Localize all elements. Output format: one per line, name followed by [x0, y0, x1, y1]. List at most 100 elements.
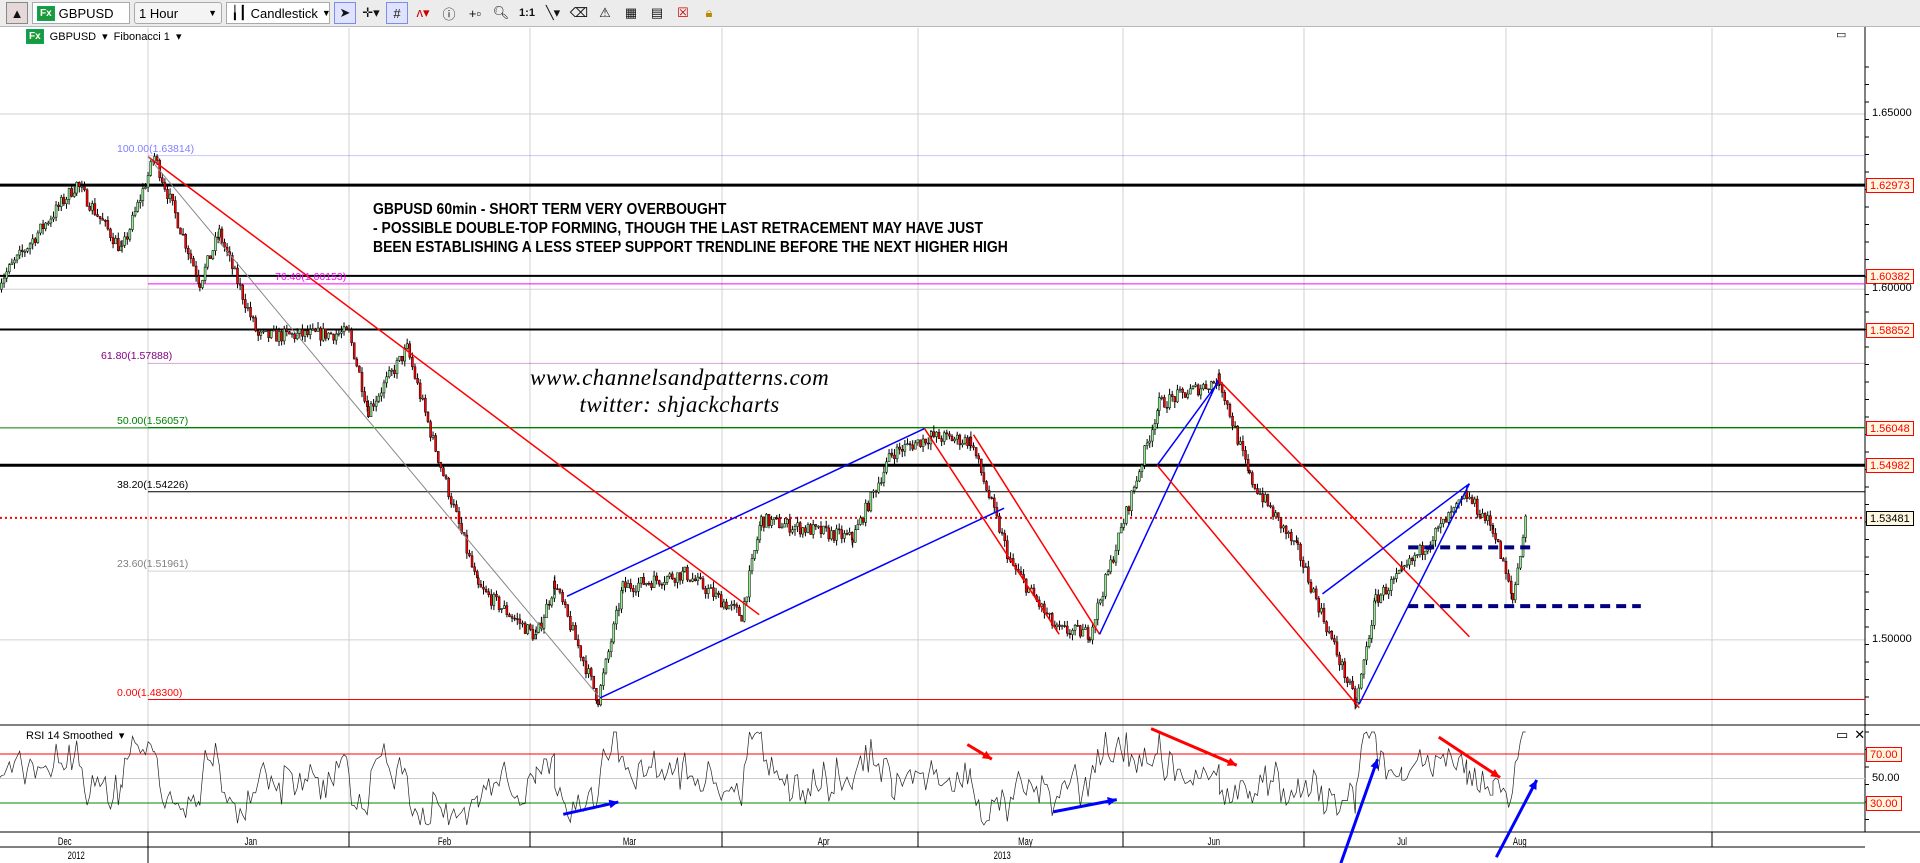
bar-chart-icon[interactable]: ▦ [624, 5, 638, 20]
candle [1470, 496, 1474, 504]
candle [1068, 632, 1072, 635]
candle [1499, 541, 1503, 559]
candle [1163, 397, 1166, 408]
chevron-down-icon[interactable]: ▾ [175, 31, 182, 43]
line-tool-icon[interactable]: ╲▾ [545, 5, 561, 20]
candle [395, 360, 399, 374]
candle [942, 432, 946, 442]
grid-icon[interactable]: # [386, 2, 408, 24]
data-box-icon[interactable]: +▫ [468, 5, 482, 21]
rsi-label[interactable]: RSI 14 Smoothed [26, 729, 113, 742]
candle [914, 442, 917, 450]
zoom-1to1-button[interactable]: 1:1 [519, 7, 535, 19]
candle [1101, 596, 1105, 601]
annotation-line: GBPUSD 60min - SHORT TERM VERY OVERBOUGH… [373, 201, 727, 218]
interval-dropdown[interactable]: 1 Hour ▼ [134, 2, 222, 24]
maximize-panel-icon[interactable]: ▭ [1836, 29, 1847, 41]
candle [358, 365, 361, 373]
candle [508, 614, 511, 617]
alert-icon[interactable]: ⚠ [599, 5, 611, 20]
candle [1483, 513, 1487, 521]
chevron-down-icon[interactable]: ▾ [118, 730, 125, 742]
candle [1413, 554, 1416, 562]
candle [49, 218, 53, 224]
candle [329, 332, 333, 335]
zoom-icon[interactable]: 🔍︎ [492, 5, 510, 20]
candle [163, 182, 167, 190]
candle [732, 603, 736, 606]
candle [1112, 559, 1115, 563]
candle [783, 523, 786, 528]
candle [569, 615, 572, 631]
candle [1504, 560, 1508, 574]
candle [1431, 540, 1435, 546]
candle [1348, 680, 1352, 683]
chevron-down-icon[interactable]: ▾ [102, 31, 108, 43]
candle [1204, 384, 1208, 389]
eraser-icon[interactable]: ⌫ [569, 5, 589, 20]
candle [85, 189, 89, 207]
maximize-panel-icon[interactable]: ▭ [1836, 727, 1849, 742]
candle [57, 204, 60, 207]
candle [80, 186, 84, 188]
indicator-icon[interactable]: ʌ▾ [416, 5, 430, 20]
candle [1511, 592, 1514, 601]
candle [1314, 588, 1318, 599]
candle [887, 453, 891, 463]
candle [1191, 386, 1195, 389]
candle [1189, 388, 1192, 395]
scroll-up-icon[interactable]: ▲ [6, 2, 28, 24]
properties-icon[interactable]: ▤ [650, 5, 664, 20]
candle [673, 578, 677, 583]
candle [479, 584, 483, 588]
info-icon[interactable]: ⓘ [442, 6, 456, 22]
candle [609, 641, 613, 652]
arrow-down-icon [1437, 735, 1501, 779]
candle [1058, 624, 1061, 627]
candle [929, 431, 933, 437]
panel-drawing[interactable]: Fibonacci 1 [113, 30, 170, 43]
candle [1019, 571, 1023, 575]
candle [259, 331, 263, 336]
crosshair-icon[interactable]: ✛▾ [362, 5, 380, 20]
candle [759, 516, 763, 526]
panel-instrument[interactable]: GBPUSD [49, 30, 97, 43]
candle [1476, 498, 1479, 515]
pointer-icon[interactable]: ➤ [334, 2, 356, 24]
candle [1050, 613, 1054, 626]
close-icon[interactable]: ☒ [677, 5, 689, 20]
candle [977, 455, 980, 460]
candle [1292, 540, 1296, 542]
lock-icon[interactable]: 🔒︎ [705, 5, 713, 20]
candle [1251, 472, 1254, 485]
candle [1269, 505, 1272, 508]
candle [465, 534, 469, 554]
candle [626, 583, 630, 588]
candle [574, 625, 577, 640]
chart-style-dropdown[interactable]: ╽┃ Candlestick ▼ [226, 2, 331, 24]
candle [1178, 388, 1182, 391]
candle [1516, 567, 1520, 586]
instrument-selector[interactable]: Fx GBPUSD [32, 2, 130, 24]
candle [203, 266, 207, 281]
candle [387, 370, 391, 378]
candle [380, 392, 383, 397]
candle [660, 583, 664, 586]
candle [518, 618, 522, 624]
candle [727, 605, 731, 610]
arrow-down-icon [1150, 727, 1238, 767]
candle [874, 490, 878, 493]
price-chart[interactable] [0, 27, 1920, 863]
candle [360, 372, 364, 392]
candle [993, 497, 996, 508]
candle [1519, 556, 1522, 569]
candle [607, 651, 610, 660]
close-panel-icon[interactable]: ✕ [1854, 727, 1866, 742]
candle [848, 532, 851, 535]
candle [998, 515, 1001, 533]
candle [436, 451, 440, 463]
candle [1076, 625, 1079, 627]
candle [1377, 594, 1380, 603]
arrow-up-icon [1495, 779, 1539, 858]
instrument-label: GBPUSD [58, 5, 114, 21]
